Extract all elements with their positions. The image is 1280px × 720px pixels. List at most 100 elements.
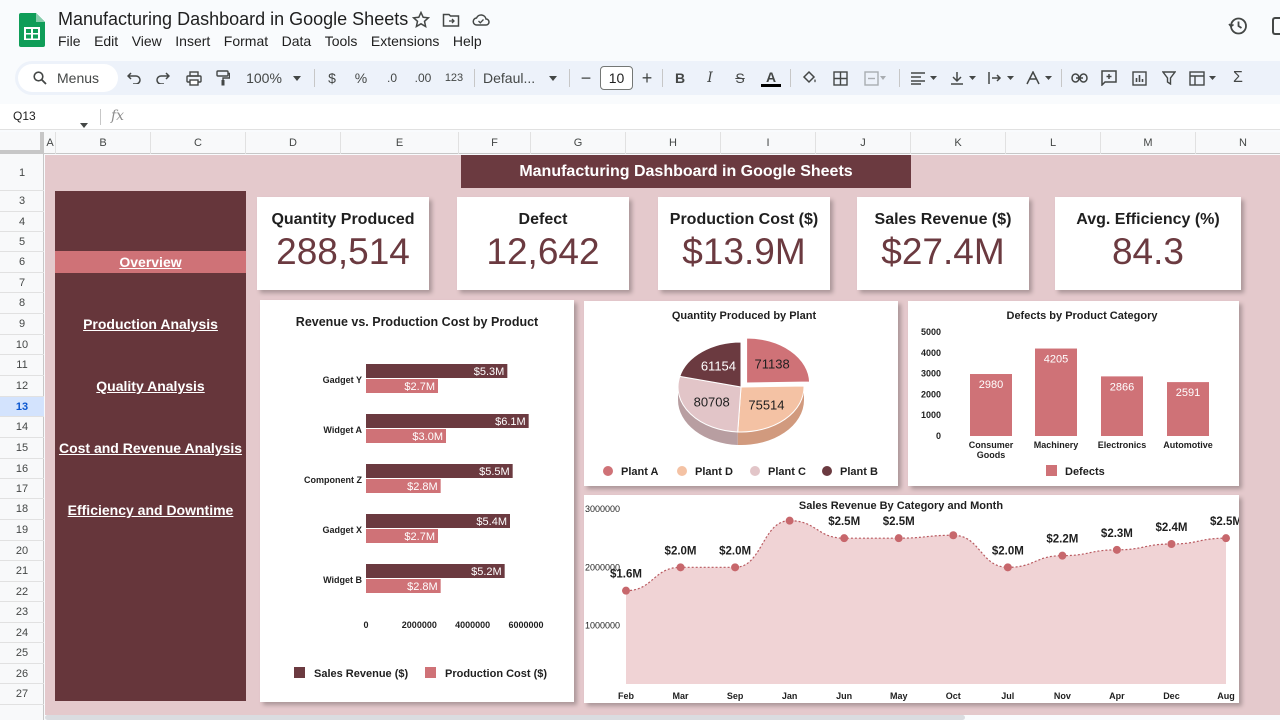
text-wrapping-icon[interactable] (984, 61, 1018, 95)
row-header-1[interactable]: 1 (0, 155, 44, 191)
column-header-h[interactable]: H (626, 132, 721, 154)
row-header-9[interactable]: 9 (0, 314, 44, 335)
vertical-align-icon[interactable] (946, 61, 980, 95)
italic-button[interactable]: I (707, 70, 713, 86)
insert-comment-icon[interactable] (1099, 61, 1119, 95)
name-box-chevron-down-icon[interactable] (80, 115, 88, 133)
column-header-k[interactable]: K (911, 132, 1006, 154)
row-header-23[interactable]: 23 (0, 602, 44, 623)
horizontal-align-icon[interactable] (907, 61, 941, 95)
row-header-16[interactable]: 16 (0, 459, 44, 479)
sales-revenue-by-month-chart[interactable]: Sales Revenue By Category and Month 30000… (584, 495, 1242, 703)
row-header-5[interactable]: 5 (0, 232, 44, 252)
increase-font-size-button[interactable]: + (641, 67, 653, 88)
undo-icon[interactable] (125, 61, 143, 95)
font-select[interactable]: Defaul... (483, 70, 536, 86)
row-header-13[interactable]: 13 (0, 397, 44, 417)
menu-extensions[interactable]: Extensions (370, 33, 440, 49)
name-box[interactable]: Q13 (13, 109, 36, 123)
row-header-10[interactable]: 10 (0, 335, 44, 355)
menu-data[interactable]: Data (281, 33, 312, 49)
menu-format[interactable]: Format (223, 33, 269, 49)
decrease-decimal-button[interactable]: .0 (386, 71, 397, 85)
currency-format-button[interactable]: $ (328, 70, 336, 86)
paint-format-icon[interactable] (213, 61, 233, 95)
filter-icon[interactable] (1159, 61, 1179, 95)
print-icon[interactable] (184, 61, 204, 95)
nav-efficiency-downtime-link[interactable]: Efficiency and Downtime (67, 502, 234, 518)
row-header-17[interactable]: 17 (0, 479, 44, 499)
version-history-icon[interactable] (1228, 16, 1248, 36)
column-header-d[interactable]: D (246, 132, 341, 154)
functions-button[interactable]: Σ (1233, 69, 1243, 86)
column-header-c[interactable]: C (151, 132, 246, 154)
column-header-a[interactable]: A (45, 132, 56, 154)
row-header-22[interactable]: 22 (0, 582, 44, 602)
row-header-4[interactable]: 4 (0, 212, 44, 232)
defects-by-category-chart[interactable]: Defects by Product Category 5000 4000 3000 2… (908, 301, 1239, 486)
menu-help[interactable]: Help (452, 33, 482, 49)
column-header-j[interactable]: J (816, 132, 911, 154)
strikethrough-button[interactable]: S (735, 70, 745, 86)
row-header-18[interactable]: 18 (0, 499, 44, 520)
row-header-7[interactable]: 7 (0, 273, 44, 293)
row-header-25[interactable]: 25 (0, 643, 44, 664)
decrease-font-size-button[interactable]: − (580, 67, 592, 88)
revenue-vs-cost-chart[interactable]: Revenue vs. Production Cost by Product Ga… (260, 300, 574, 702)
font-chevron-down-icon[interactable] (546, 61, 560, 95)
menu-edit[interactable]: Edit (94, 33, 119, 49)
search-menus-button[interactable]: Menus (18, 64, 118, 92)
row-header-15[interactable]: 15 (0, 438, 44, 459)
nav-cost-revenue-link[interactable]: Cost and Revenue Analysis (58, 440, 243, 456)
row-header-26[interactable]: 26 (0, 664, 44, 684)
sheets-logo-icon[interactable] (19, 13, 45, 47)
row-header-21[interactable]: 21 (0, 561, 44, 582)
zoom-select[interactable]: 100% (246, 70, 282, 86)
column-header-n[interactable]: N (1196, 132, 1280, 154)
row-header-11[interactable]: 11 (0, 355, 44, 376)
horizontal-scrollbar[interactable] (45, 715, 965, 720)
move-folder-icon[interactable] (442, 11, 460, 29)
star-icon[interactable] (411, 10, 431, 29)
insert-chart-icon[interactable] (1129, 61, 1149, 95)
nav-overview-link[interactable]: Overview (119, 254, 182, 270)
menu-tools[interactable]: Tools (324, 33, 358, 49)
row-header-12[interactable]: 12 (0, 376, 44, 397)
document-title[interactable]: Manufacturing Dashboard in Google Sheets (58, 9, 409, 29)
borders-icon[interactable] (830, 61, 850, 95)
column-header-b[interactable]: B (56, 132, 151, 154)
text-color-button[interactable]: A (760, 61, 782, 95)
column-header-e[interactable]: E (341, 132, 459, 154)
comments-icon[interactable] (1272, 17, 1280, 35)
bold-button[interactable]: B (674, 70, 686, 86)
zoom-chevron-down-icon[interactable] (290, 61, 304, 95)
column-header-i[interactable]: I (721, 132, 816, 154)
column-header-l[interactable]: L (1006, 132, 1101, 154)
select-all-corner[interactable] (0, 132, 44, 154)
insert-link-icon[interactable] (1069, 61, 1089, 95)
column-header-f[interactable]: F (459, 132, 531, 154)
row-header-27[interactable]: 27 (0, 684, 44, 705)
increase-decimal-button[interactable]: .00 (414, 71, 432, 85)
row-header-14[interactable]: 14 (0, 417, 44, 438)
merge-cells-icon[interactable] (860, 61, 890, 95)
row-header-24[interactable]: 24 (0, 623, 44, 643)
row-header-3[interactable]: 3 (0, 191, 44, 212)
column-header-m[interactable]: M (1101, 132, 1196, 154)
quantity-by-plant-chart[interactable]: Quantity Produced by Plant 71138 75514 8070… (584, 301, 898, 486)
fill-color-icon[interactable] (799, 61, 819, 95)
font-size-input[interactable]: 10 (600, 66, 633, 90)
cloud-status-icon[interactable] (472, 11, 490, 29)
column-header-g[interactable]: G (531, 132, 626, 154)
redo-icon[interactable] (154, 61, 172, 95)
row-header-6[interactable]: 6 (0, 252, 44, 273)
filter-views-icon[interactable] (1186, 61, 1220, 95)
row-header-20[interactable]: 20 (0, 541, 44, 561)
nav-quality-analysis-link[interactable]: Quality Analysis (96, 378, 205, 394)
menu-insert[interactable]: Insert (175, 33, 211, 49)
menu-file[interactable]: File (58, 33, 81, 49)
nav-production-analysis-link[interactable]: Production Analysis (83, 316, 218, 332)
percent-format-button[interactable]: % (354, 70, 368, 86)
text-rotation-icon[interactable] (1022, 61, 1056, 95)
row-header-8[interactable]: 8 (0, 293, 44, 314)
